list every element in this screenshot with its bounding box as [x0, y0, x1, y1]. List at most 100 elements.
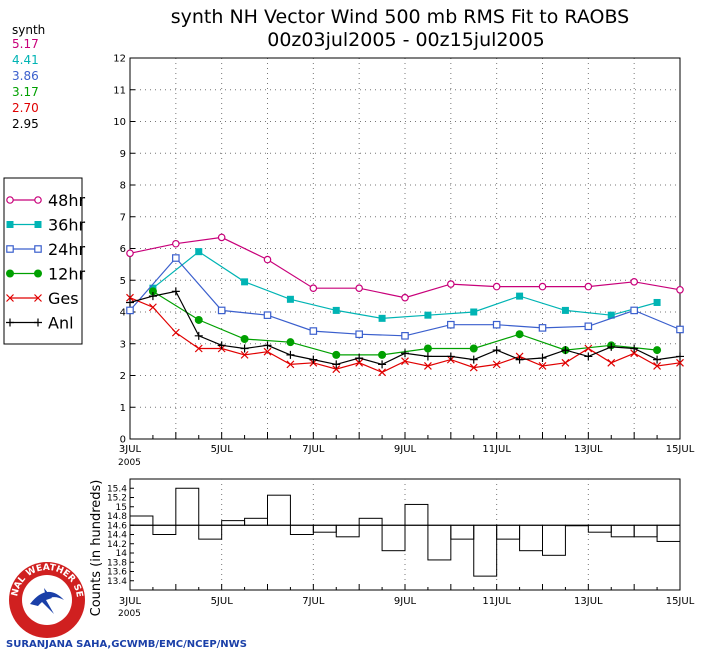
data-point: [240, 344, 249, 353]
y-tick-label: 14: [116, 549, 128, 559]
y-tick-label: 13.8: [107, 558, 127, 568]
data-point: [653, 346, 662, 355]
count-bar: [542, 524, 566, 556]
legend: 48hr 36hr 24hr 12hr Ges Anl: [6, 191, 86, 333]
count-bar: [312, 524, 337, 533]
data-point: [126, 306, 134, 315]
data-point: [240, 350, 249, 359]
data-point: [378, 350, 387, 359]
y-tick-label: 13.4: [107, 577, 127, 587]
data-point: [584, 344, 593, 353]
data-point: [6, 245, 14, 253]
data-point: [401, 332, 409, 340]
y-tick-label: 0: [120, 435, 126, 446]
data-point: [401, 349, 409, 358]
data-point: [561, 346, 570, 355]
data-point: [263, 255, 272, 264]
data-point: [286, 295, 294, 303]
chart-title: synth NH Vector Wind 500 mb RMS Fit to R…: [171, 6, 629, 28]
data-point: [6, 294, 14, 302]
data-point: [172, 239, 180, 248]
y-tick-label: 5: [120, 276, 126, 287]
stats-header: synth: [12, 23, 45, 37]
y-tick-label: 9: [120, 149, 126, 160]
data-point: [126, 298, 134, 307]
legend-label: 24hr: [48, 240, 86, 259]
data-point: [240, 334, 249, 343]
count-bar: [587, 524, 612, 533]
x-tick-label: 9JUL: [394, 444, 417, 455]
data-point: [172, 254, 180, 262]
y-tick-label: 14.4: [107, 531, 127, 541]
count-bar: [129, 515, 154, 526]
data-point: [309, 327, 318, 335]
y-tick-label: 3: [120, 339, 126, 350]
count-bar: [289, 524, 314, 535]
lightning-icon: [40, 588, 54, 614]
stat-value: 3.17: [12, 85, 39, 99]
data-point: [469, 363, 478, 372]
y-tick-label: 15.2: [107, 494, 127, 504]
stat-value: 2.95: [12, 117, 39, 131]
y-tick-label: 6: [120, 244, 126, 255]
data-point: [423, 352, 432, 361]
bottom-chart-bars: [129, 487, 681, 577]
data-point: [241, 278, 249, 286]
data-point: [492, 320, 501, 329]
data-point: [607, 311, 615, 319]
data-point: [424, 311, 432, 319]
bottom-chart-x-axis: 3JUL 5JUL 7JUL 9JUL 11JUL 13JUL 15JUL: [119, 584, 695, 607]
storm-icon: [30, 591, 64, 606]
data-point: [516, 292, 524, 300]
data-point: [355, 358, 364, 367]
data-point: [309, 355, 318, 364]
data-point: [6, 318, 14, 327]
data-point: [332, 365, 341, 374]
y-tick-label: 7: [120, 212, 126, 223]
count-bar: [267, 494, 291, 526]
y-tick-label: 15.4: [107, 484, 127, 494]
data-point: [217, 306, 226, 315]
y-tick-label: 1: [120, 403, 126, 414]
data-point: [653, 362, 662, 370]
data-point: [653, 298, 661, 306]
data-point: [607, 358, 616, 367]
chart-subtitle: 00z03jul2005 - 00z15jul2005: [267, 29, 545, 51]
data-point: [584, 322, 593, 331]
y-tick-label: 10: [113, 117, 126, 128]
data-point: [538, 324, 547, 332]
data-point: [584, 282, 593, 291]
y-tick-label: 4: [120, 308, 126, 319]
count-bar: [221, 520, 246, 526]
data-point: [653, 355, 662, 364]
data-point: [286, 338, 295, 347]
data-point: [309, 284, 318, 292]
data-point: [34, 245, 42, 253]
data-point: [515, 355, 524, 364]
data-point: [34, 269, 42, 278]
x-tick-label: 3JUL: [119, 444, 142, 455]
y-tick-label: 14.8: [107, 512, 127, 522]
data-point: [538, 282, 547, 291]
count-bar: [335, 524, 360, 538]
data-point: [6, 269, 14, 278]
stats-list: 5.17 4.41 3.86 3.17 2.70 2.95: [12, 37, 39, 131]
count-bar: [198, 524, 223, 540]
data-point: [286, 350, 295, 359]
x-tick-label: 9JUL: [394, 596, 417, 607]
data-point: [286, 360, 295, 369]
x-tick-label: 5JUL: [211, 444, 234, 455]
count-bar: [404, 503, 429, 526]
data-point: [195, 248, 203, 256]
data-point: [6, 221, 14, 228]
y-tick-label: 12: [113, 54, 126, 65]
top-chart-grid: [130, 58, 680, 439]
data-point: [34, 221, 42, 228]
stat-value: 5.17: [12, 37, 39, 51]
data-point: [126, 293, 134, 302]
count-bar: [473, 524, 498, 577]
data-point: [194, 344, 203, 353]
data-point: [378, 360, 387, 369]
count-bar: [175, 487, 200, 526]
